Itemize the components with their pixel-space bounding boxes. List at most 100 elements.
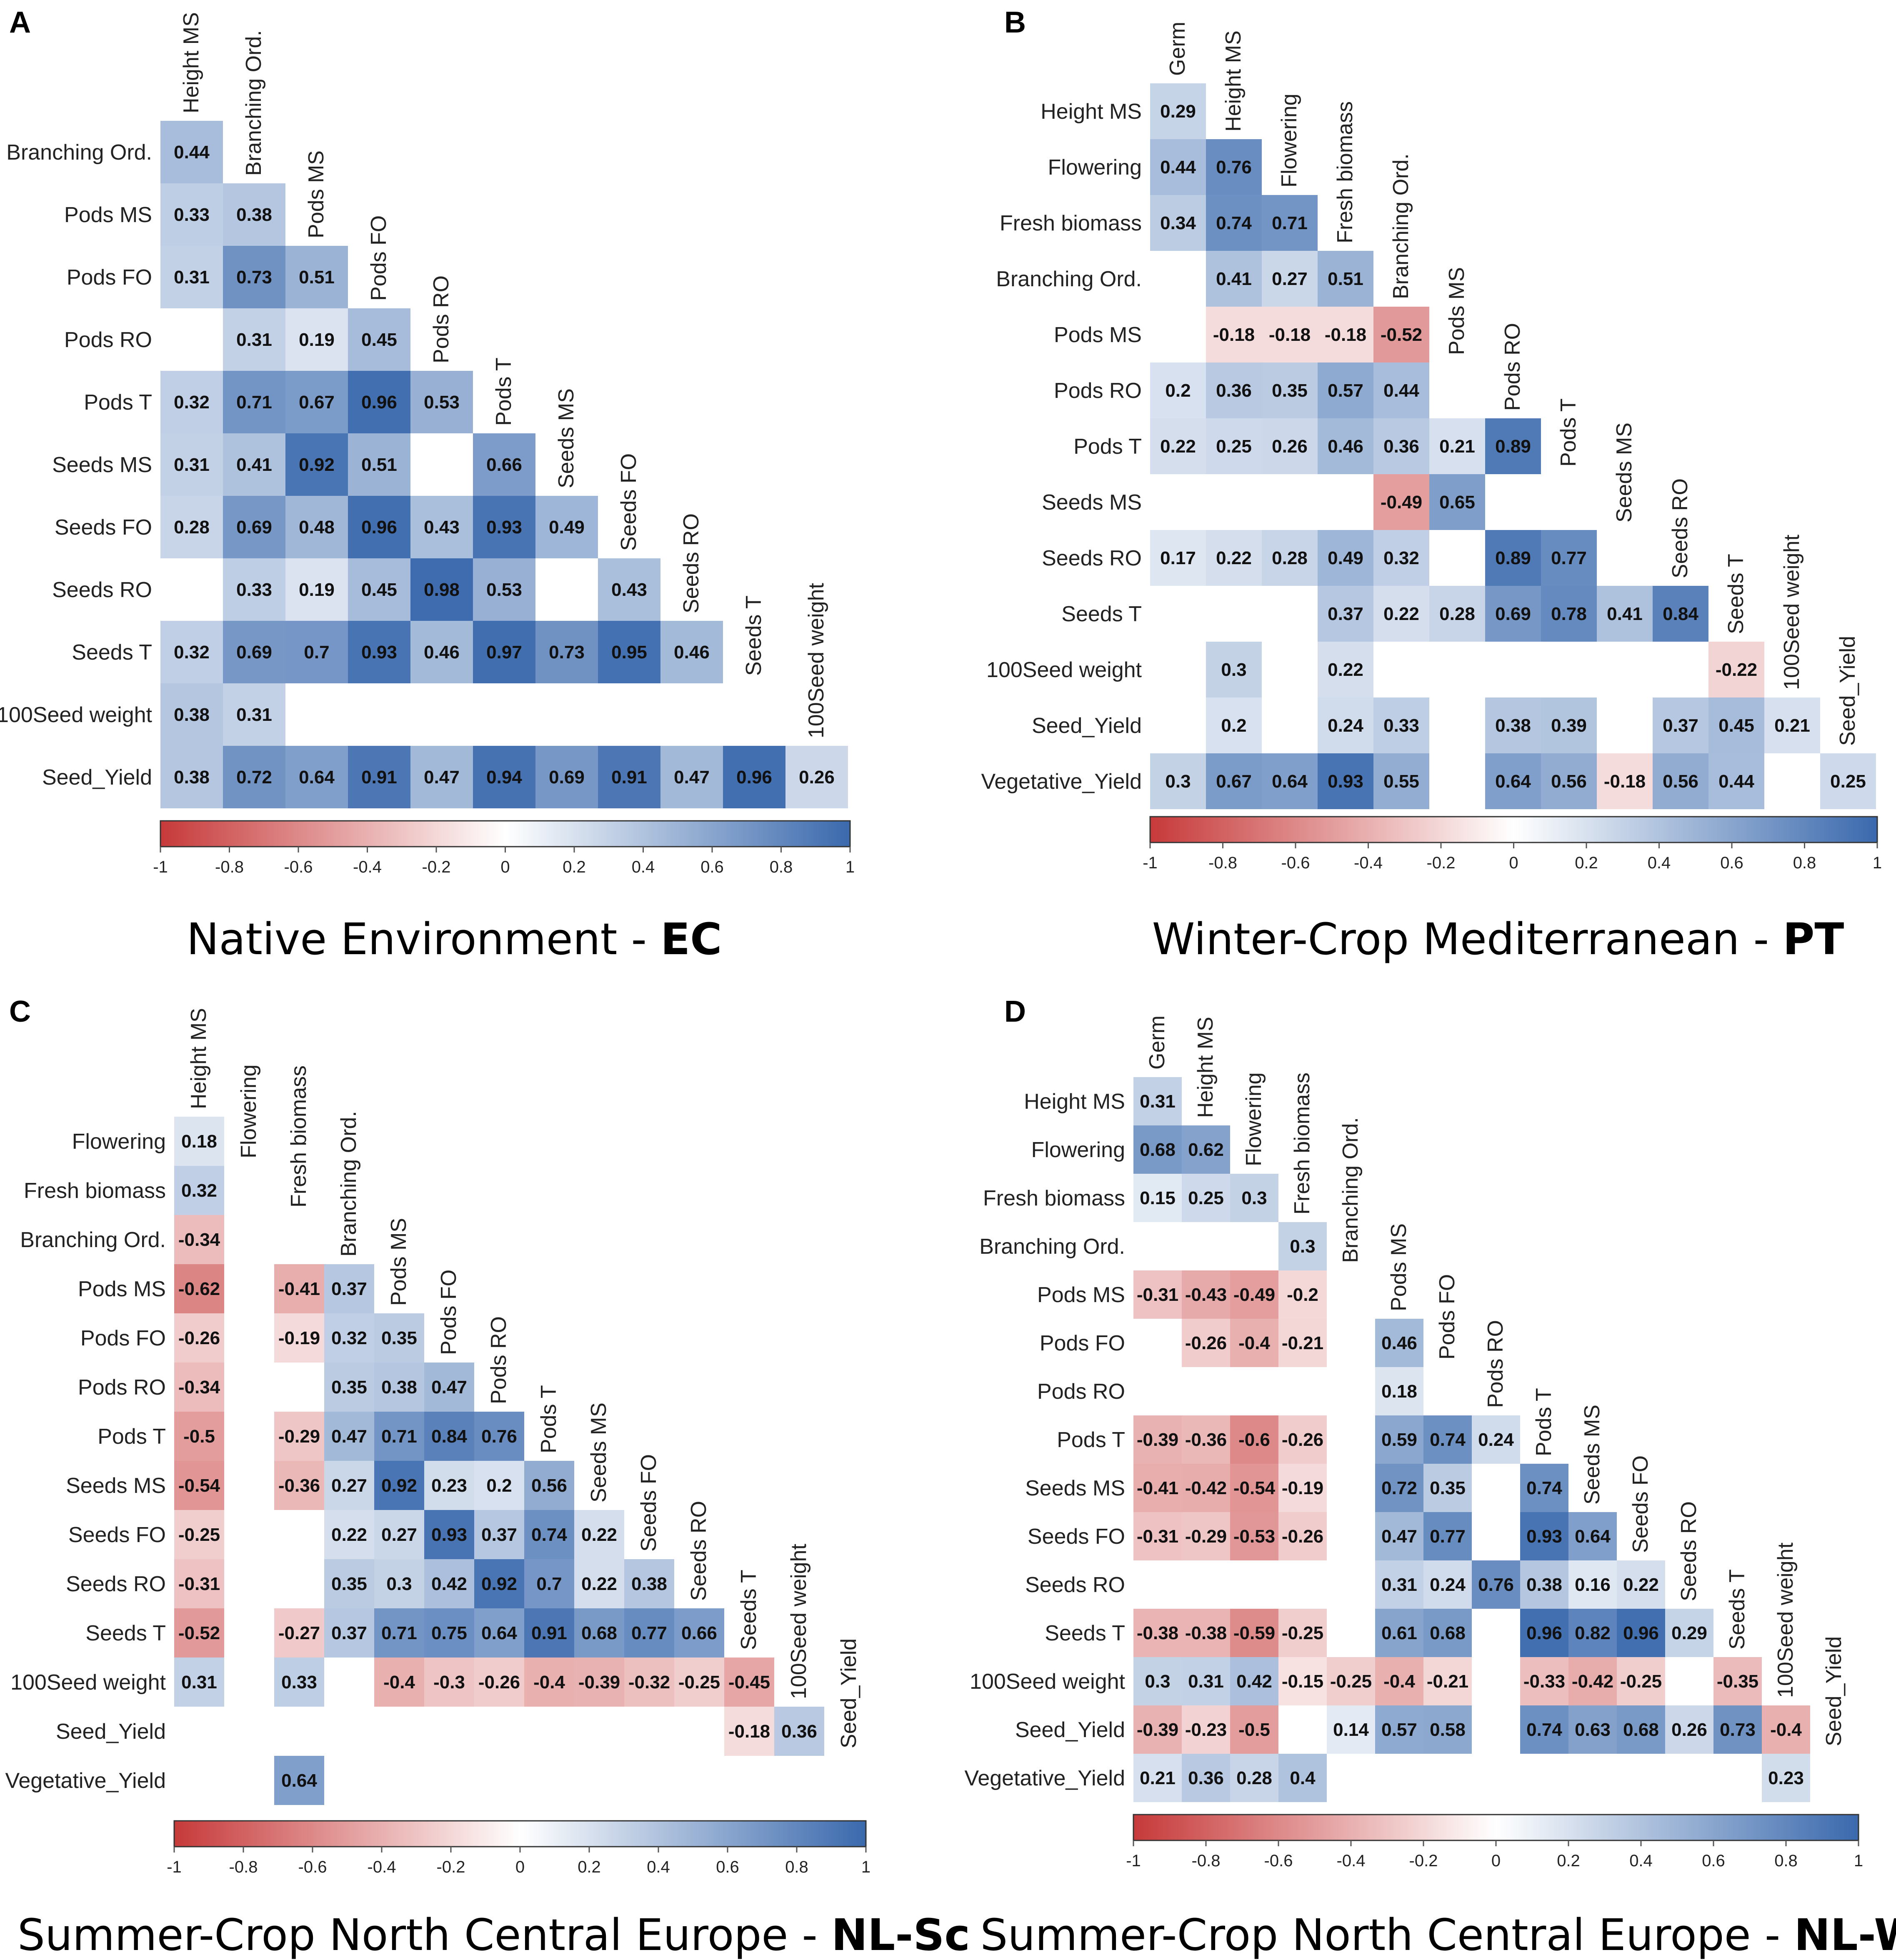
heatmap-cell xyxy=(1278,1609,1327,1657)
heatmap-cell xyxy=(1278,1464,1327,1512)
heatmap-cell xyxy=(1133,1705,1182,1754)
colorbar-tick-label: -0.2 xyxy=(437,1858,465,1876)
heatmap-cell xyxy=(285,371,348,433)
cell-value: 0.44 xyxy=(174,142,210,162)
row-label: Seeds FO xyxy=(55,515,152,540)
cell-value: 0.21 xyxy=(1439,436,1475,457)
cell-value: 0.34 xyxy=(1160,213,1196,233)
cell-value: 0.36 xyxy=(781,1721,817,1742)
heatmap-cell xyxy=(1133,1754,1182,1802)
cell-value: -0.31 xyxy=(1137,1526,1178,1547)
column-label: Seeds RO xyxy=(687,1501,711,1601)
heatmap-cell xyxy=(223,246,285,308)
heatmap-cell xyxy=(160,683,223,746)
cell-value: 0.68 xyxy=(1623,1720,1659,1740)
column-label: Pods MS xyxy=(387,1218,411,1306)
heatmap-cell xyxy=(1520,1705,1568,1754)
heatmap-cell xyxy=(1262,753,1318,809)
cell-value: 0.33 xyxy=(236,580,272,600)
column-label: Seeds MS xyxy=(554,388,578,488)
heatmap-cell xyxy=(723,746,785,808)
panel-d: D0.310.68 0.620.15 0.25 0.30.3-0.31 -0.43 -0.… xyxy=(965,995,1896,1960)
heatmap-cell xyxy=(1820,753,1876,809)
colorbar-tick-label: -0.6 xyxy=(298,1858,327,1876)
cell-value: -0.26 xyxy=(178,1328,220,1348)
heatmap-cell xyxy=(1133,1270,1182,1319)
cell-value: 0.42 xyxy=(431,1574,467,1594)
cell-value: 0.91 xyxy=(611,767,647,788)
heatmap-cell xyxy=(1182,1174,1230,1222)
cell-value: 0.76 xyxy=(481,1426,517,1447)
cell-value: -0.42 xyxy=(1572,1671,1613,1692)
colorbar-tick-label: -0.2 xyxy=(1409,1852,1438,1870)
column-label: Seeds T xyxy=(1724,554,1748,634)
panel-title-env: PT xyxy=(1783,914,1844,965)
heatmap-cell xyxy=(1375,1319,1423,1367)
heatmap-cell xyxy=(374,1461,424,1510)
heatmap-cell xyxy=(285,433,348,496)
cell-value: -0.35 xyxy=(1717,1671,1758,1692)
row-label: Pods T xyxy=(98,1425,166,1449)
cell-value: -0.26 xyxy=(1282,1526,1323,1547)
heatmap-cell xyxy=(374,1559,424,1608)
heatmap-cell xyxy=(324,1510,374,1559)
row-label: Branching Ord. xyxy=(6,140,152,165)
column-label: Germ xyxy=(1166,22,1190,76)
row-label: Seeds T xyxy=(72,640,152,665)
heatmap-cell xyxy=(348,371,410,433)
cell-value: 0.29 xyxy=(1160,101,1196,122)
heatmap-cell xyxy=(174,1215,224,1264)
colorbar-tick-label: 0.6 xyxy=(700,858,724,876)
heatmap-cell xyxy=(1230,1319,1278,1367)
colorbar-tick-label: 0.8 xyxy=(785,1858,808,1876)
row-label: Seeds FO xyxy=(1028,1525,1125,1549)
cell-value: 0.27 xyxy=(1272,269,1308,289)
cell-value: 0.33 xyxy=(1383,715,1419,736)
heatmap-cell xyxy=(160,496,223,558)
colorbar xyxy=(160,820,851,848)
cell-value: 0.96 xyxy=(1623,1623,1659,1643)
heatmap-cell xyxy=(223,183,285,246)
heatmap-cell xyxy=(285,746,348,808)
heatmap-cell xyxy=(174,1559,224,1608)
colorbar xyxy=(173,1820,867,1848)
cell-value: -0.15 xyxy=(1282,1671,1323,1692)
column-label: Branching Ord. xyxy=(1338,1117,1363,1263)
row-label: 100Seed weight xyxy=(10,1670,166,1695)
row-label: 100Seed weight xyxy=(970,1670,1126,1694)
cell-value: 0.32 xyxy=(1383,548,1419,568)
cell-value: -0.33 xyxy=(1523,1671,1565,1692)
heatmap-cell xyxy=(660,746,723,808)
heatmap-cell xyxy=(1617,1657,1665,1705)
cell-value: 0.91 xyxy=(361,767,397,788)
cell-value: -0.26 xyxy=(478,1672,520,1692)
heatmap-cell xyxy=(160,121,223,183)
cell-value: 0.38 xyxy=(174,705,210,725)
heatmap-cell xyxy=(1568,1560,1617,1609)
heatmap-cell xyxy=(1373,753,1429,809)
heatmap-cell xyxy=(1373,586,1429,642)
cell-value: -0.42 xyxy=(1185,1478,1227,1498)
column-label: Seeds FO xyxy=(1628,1455,1653,1553)
cell-value: 0.31 xyxy=(1188,1671,1224,1692)
column-label: Flowering xyxy=(1277,94,1301,188)
cell-value: 0.78 xyxy=(1551,604,1587,624)
cell-value: 0.31 xyxy=(174,455,210,475)
row-label: Pods MS xyxy=(1054,323,1142,347)
cell-value: 0.25 xyxy=(1830,771,1866,792)
heatmap-cell xyxy=(1182,1415,1230,1464)
cell-value: 0.65 xyxy=(1439,492,1475,512)
heatmap-cell xyxy=(474,1461,524,1510)
cell-value: 0.18 xyxy=(181,1131,217,1152)
row-label: 100Seed weight xyxy=(986,658,1142,682)
column-label: Pods FO xyxy=(1435,1274,1459,1360)
heatmap-cell xyxy=(1423,1512,1472,1560)
cell-value: 0.38 xyxy=(236,205,272,225)
heatmap-cell xyxy=(1485,530,1541,586)
cell-value: -0.38 xyxy=(1137,1623,1178,1643)
heatmap-cell xyxy=(1653,753,1708,809)
cell-value: -0.22 xyxy=(1716,660,1757,680)
cell-value: 0.24 xyxy=(1478,1430,1514,1450)
cell-value: -0.23 xyxy=(1185,1720,1227,1740)
heatmap-cell xyxy=(1150,530,1206,586)
